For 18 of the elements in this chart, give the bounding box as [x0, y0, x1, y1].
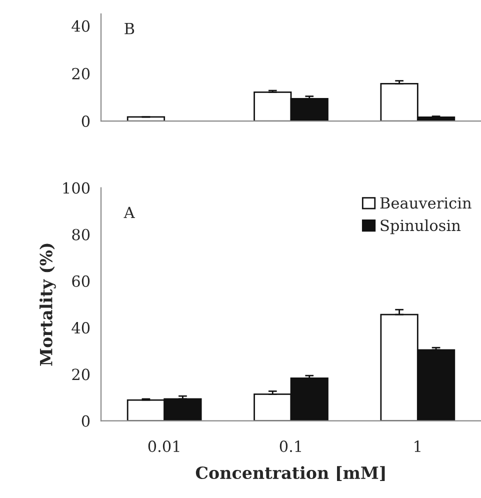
legend-label: Beauvericin — [380, 197, 472, 209]
y-axis-title: Mortality (%) — [40, 244, 56, 366]
x-tick-label: 0.1 — [280, 440, 301, 452]
x-tick-label: 0.01 — [148, 440, 180, 452]
y-tick-label: 0 — [82, 415, 90, 427]
x-axis-title: Concentration [mM] — [196, 466, 385, 482]
y-tick-label: 20 — [72, 368, 90, 380]
y-tick-label: 40 — [72, 20, 90, 32]
legend-label: Spinulosin — [380, 219, 461, 234]
y-tick-label: 80 — [72, 228, 90, 240]
y-tick-label: 60 — [72, 275, 90, 287]
y-tick-label: 100 — [63, 182, 90, 194]
y-tick-label: 0 — [82, 115, 90, 128]
annotation: B — [124, 22, 134, 34]
y-tick-label: 20 — [72, 68, 90, 80]
annotation: A — [124, 206, 135, 218]
x-tick-label: 1 — [414, 440, 420, 452]
y-tick-label: 40 — [72, 322, 90, 334]
